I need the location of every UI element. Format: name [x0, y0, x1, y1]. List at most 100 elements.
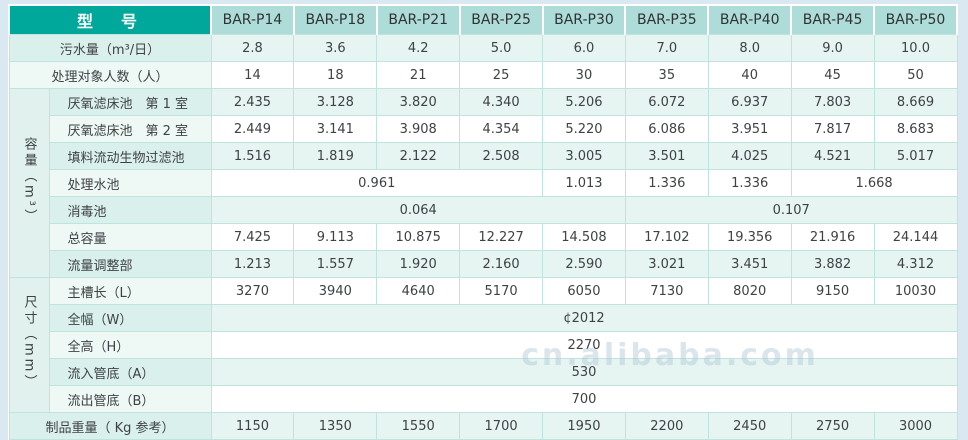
spec-table-panel: 型 号 BAR-P14 BAR-P18 BAR-P21 BAR-P25 BAR-…	[7, 4, 958, 440]
dimensions-group-label: 尺寸（mm）	[8, 277, 50, 413]
capacity-group-label-text: 容量（m³）	[21, 137, 37, 225]
column-header-bar-p18: BAR-P18	[292, 4, 378, 35]
value-cell: 2.160	[459, 250, 544, 278]
value-cell: 14	[210, 61, 295, 89]
merged-value-cell: 0.961	[210, 169, 544, 197]
value-cell: 10030	[873, 277, 958, 305]
value-cell: 3270	[210, 277, 295, 305]
value-cell: 3.141	[293, 115, 378, 143]
value-cell: 4.340	[459, 88, 544, 116]
value-cell: 3.908	[376, 115, 461, 143]
row-label-product-weight: 制品重量（ Kg 参考）	[8, 412, 212, 440]
row-label-main-tank-length: 主槽长（L）	[48, 277, 212, 305]
value-cell: 9.113	[293, 223, 378, 251]
merged-value-cell: ¢2012	[210, 304, 958, 332]
merged-value-cell: 2270	[210, 331, 958, 359]
row-product-weight: 制品重量（ Kg 参考） 1150 1350 1550 1700 1950 22…	[8, 412, 958, 440]
row-label-treated-water-tank: 处理水池	[48, 169, 212, 197]
value-cell: 1950	[542, 412, 626, 440]
value-cell: 8.683	[873, 115, 958, 143]
value-cell: 8.0	[707, 34, 792, 62]
value-cell: 3.451	[707, 250, 792, 278]
value-cell: 8.669	[873, 88, 958, 116]
value-cell: 6050	[542, 277, 626, 305]
value-cell: 7.803	[790, 88, 875, 116]
row-label-total-capacity: 总容量	[48, 223, 212, 251]
column-header-bar-p35: BAR-P35	[624, 4, 710, 35]
value-cell: 40	[707, 61, 792, 89]
value-cell: 5.0	[459, 34, 544, 62]
value-cell: 2.449	[210, 115, 295, 143]
value-cell: 7.817	[790, 115, 875, 143]
value-cell: 1350	[293, 412, 378, 440]
row-people-served: 处理对象人数（人） 14 18 21 25 30 35 40 45 50	[8, 61, 958, 89]
value-cell: 6.072	[624, 88, 709, 116]
value-cell: 4.312	[873, 250, 958, 278]
value-cell: 5.017	[873, 142, 958, 170]
value-cell: 1.336	[707, 169, 792, 197]
value-cell: 3940	[293, 277, 378, 305]
column-header-bar-p30: BAR-P30	[541, 4, 627, 35]
row-label-anaerobic-chamber-1: 厌氧滤床池 第 1 室	[48, 88, 212, 116]
value-cell: 2.508	[459, 142, 544, 170]
row-label-people-served: 处理对象人数（人）	[8, 61, 212, 89]
merged-value-cell: 1.668	[790, 169, 958, 197]
value-cell: 21	[376, 61, 461, 89]
value-cell: 4.354	[459, 115, 544, 143]
row-anaerobic-chamber-2: 厌氧滤床池 第 2 室 2.449 3.141 3.908 4.354 5.22…	[9, 115, 958, 143]
value-cell: 4640	[376, 277, 461, 305]
value-cell: 4.025	[707, 142, 792, 170]
merged-value-cell: 530	[210, 358, 958, 386]
value-cell: 3.882	[790, 250, 875, 278]
row-label-disinfection-tank: 消毒池	[48, 196, 212, 224]
row-label-sewage-volume: 污水量（m³/日）	[8, 34, 212, 62]
row-main-tank-length: 尺寸（mm） 主槽长（L） 3270 3940 4640 5170 6050 7…	[8, 277, 958, 413]
row-treated-water-tank: 处理水池 0.961 1.013 1.336 1.336 1.668	[9, 169, 958, 197]
value-cell: 1.516	[210, 142, 295, 170]
spec-table: 型 号 BAR-P14 BAR-P18 BAR-P21 BAR-P25 BAR-…	[7, 4, 958, 440]
merged-value-cell: 0.064	[210, 196, 626, 224]
value-cell: 2.122	[376, 142, 461, 170]
row-total-capacity: 总容量 7.425 9.113 10.875 12.227 14.508 17.…	[9, 223, 958, 251]
value-cell: 3.021	[624, 250, 709, 278]
column-header-bar-p21: BAR-P21	[375, 4, 461, 35]
row-label-inlet-pipe-bottom: 流入管底（A）	[48, 358, 212, 386]
value-cell: 24.144	[873, 223, 958, 251]
value-cell: 5.220	[542, 115, 626, 143]
column-header-bar-p45: BAR-P45	[790, 4, 876, 35]
value-cell: 3.128	[293, 88, 378, 116]
row-outlet-pipe-bottom: 流出管底（B） 700	[9, 385, 958, 413]
value-cell: 1.213	[210, 250, 295, 278]
row-label-flow-adjustment: 流量调整部	[48, 250, 212, 278]
row-overall-width: 全幅（W） ¢2012	[9, 304, 958, 332]
value-cell: 5170	[459, 277, 544, 305]
row-overall-height: 全高（H） 2270	[9, 331, 958, 359]
dimensions-group-label-text: 尺寸（mm）	[21, 295, 37, 391]
value-cell: 2200	[624, 412, 709, 440]
value-cell: 6.937	[707, 88, 792, 116]
value-cell: 3.820	[376, 88, 461, 116]
column-header-bar-p50: BAR-P50	[873, 4, 958, 35]
column-header-bar-p25: BAR-P25	[458, 4, 544, 35]
row-label-bio-filter: 填料流动生物过滤池	[48, 142, 212, 170]
value-cell: 6.086	[624, 115, 709, 143]
value-cell: 30	[542, 61, 626, 89]
value-cell: 4.2	[376, 34, 461, 62]
row-label-overall-width: 全幅（W）	[48, 304, 212, 332]
value-cell: 1.557	[293, 250, 378, 278]
value-cell: 6.0	[542, 34, 626, 62]
value-cell: 2.8	[210, 34, 295, 62]
row-sewage-volume: 污水量（m³/日） 2.8 3.6 4.2 5.0 6.0 7.0 8.0 9.…	[8, 34, 958, 62]
column-header-bar-p40: BAR-P40	[707, 4, 793, 35]
value-cell: 19.356	[707, 223, 792, 251]
row-bio-filter: 填料流动生物过滤池 1.516 1.819 2.122 2.508 3.005 …	[9, 142, 958, 170]
row-inlet-pipe-bottom: 流入管底（A） 530	[9, 358, 958, 386]
row-label-anaerobic-chamber-2: 厌氧滤床池 第 2 室	[48, 115, 212, 143]
value-cell: 3.6	[293, 34, 378, 62]
value-cell: 2450	[707, 412, 792, 440]
value-cell: 9150	[790, 277, 875, 305]
merged-value-cell: 700	[210, 385, 958, 413]
value-cell: 5.206	[542, 88, 626, 116]
value-cell: 9.0	[790, 34, 875, 62]
model-header-label: 型 号	[7, 4, 213, 35]
